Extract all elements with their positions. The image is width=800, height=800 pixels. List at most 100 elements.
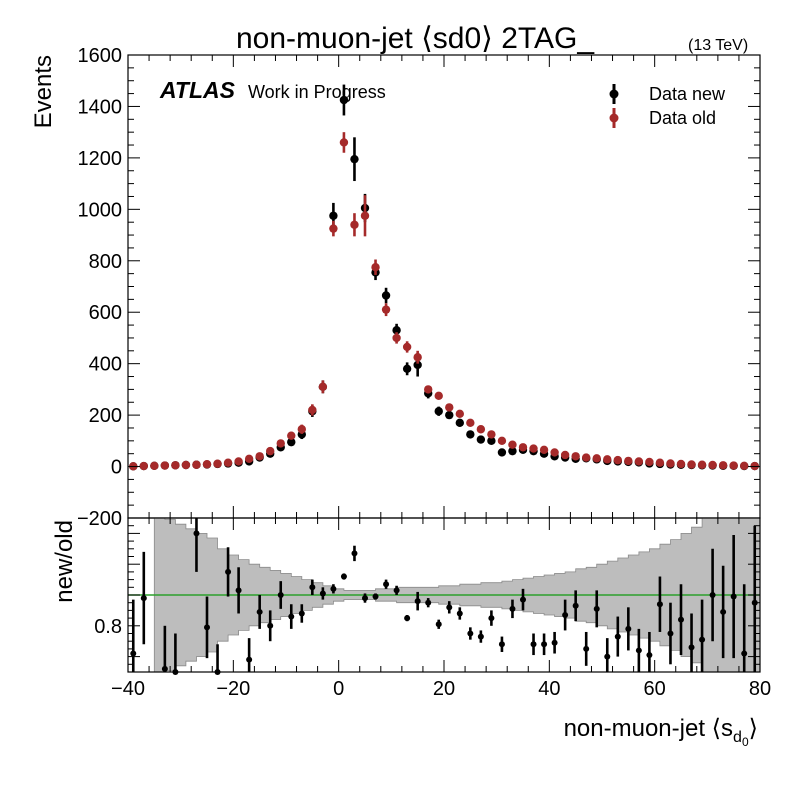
data-point-old xyxy=(329,224,338,233)
data-point-old xyxy=(729,461,738,470)
data-point-old xyxy=(360,211,370,220)
ratio-point xyxy=(267,622,274,629)
legend-entry-data-old: Data old xyxy=(609,108,716,128)
ratio-point xyxy=(277,592,284,598)
data-point-old xyxy=(592,454,601,463)
data-point-new xyxy=(339,95,349,105)
data-point-new xyxy=(508,446,517,456)
data-point-old xyxy=(171,461,180,470)
data-point-new xyxy=(434,407,443,416)
ratio-point xyxy=(309,584,316,591)
ratio-point xyxy=(414,598,421,605)
x-axis-label-main: non-muon-jet ⟨s xyxy=(564,715,733,742)
energy-label: (13 TeV) xyxy=(688,37,748,54)
x-tick-label: 40 xyxy=(538,678,560,700)
ratio-point xyxy=(340,573,347,580)
atlas-label: ATLAS xyxy=(159,77,236,103)
main-panel: 1600 1400 1200 1000 800 600 400 200 0 −200 xyxy=(77,45,761,530)
ratio-point xyxy=(614,633,621,640)
ratio-point xyxy=(498,641,505,648)
data-point-old xyxy=(350,220,359,229)
ratio-point xyxy=(130,650,137,657)
data-point-old xyxy=(613,455,622,465)
data-point-old xyxy=(666,459,675,468)
data-point-old xyxy=(497,436,507,446)
ratio-ticks: 0.8 −40 −20 0 20 40 60 80 xyxy=(94,517,771,700)
data-point-old xyxy=(402,342,412,352)
data-point-new xyxy=(455,418,464,428)
x-axis-label-subsub: 0 xyxy=(742,735,749,749)
ratio-point xyxy=(530,641,537,648)
data-point-old xyxy=(213,459,222,468)
data-point-old xyxy=(392,333,401,343)
ratio-point xyxy=(646,652,653,659)
data-point-old xyxy=(424,385,433,394)
ratio-point xyxy=(562,612,569,619)
x-tick-label: 20 xyxy=(433,678,455,700)
data-point-old xyxy=(655,458,665,467)
data-point-new xyxy=(287,437,296,447)
ratio-point xyxy=(404,615,411,622)
data-point-old xyxy=(466,418,475,428)
ratio-point xyxy=(688,644,695,651)
x-axis-label: non-muon-jet ⟨sd0⟩ xyxy=(564,715,758,749)
data-point-old xyxy=(750,461,759,471)
data-point-old xyxy=(150,461,159,470)
data-point-old xyxy=(676,459,686,469)
ratio-point xyxy=(635,647,642,654)
data-point-old xyxy=(413,353,422,362)
ratio-point xyxy=(720,608,727,615)
chart-title: non-muon-jet ⟨sd0⟩ 2TAG_ xyxy=(236,22,595,55)
ratio-point xyxy=(583,645,590,652)
x-axis-label-end: ⟩ xyxy=(749,715,758,742)
data-point-old xyxy=(287,431,296,440)
ratio-point xyxy=(730,593,737,600)
data-point-old xyxy=(276,439,285,448)
data-point-old xyxy=(297,425,306,434)
ratio-point xyxy=(699,636,706,643)
data-point-old xyxy=(371,263,380,272)
x-axis-label-sub: d xyxy=(733,729,742,746)
y-tick-label: 1200 xyxy=(78,148,123,170)
legend-label-new: Data new xyxy=(649,84,726,104)
ratio-point xyxy=(435,621,442,628)
ratio-point xyxy=(425,599,432,606)
atlas-sublabel: Work in Progress xyxy=(248,82,386,102)
data-point-new xyxy=(497,448,507,457)
ratio-point xyxy=(246,656,253,663)
ratio-point xyxy=(551,639,558,646)
data-point-old xyxy=(244,454,254,464)
x-tick-label: 0 xyxy=(333,678,344,700)
ratio-point xyxy=(467,630,474,637)
ratio-point xyxy=(520,596,526,603)
legend: Data new Data old xyxy=(609,84,726,128)
ratio-point xyxy=(225,568,232,575)
data-point-new xyxy=(487,436,496,446)
data-point-old xyxy=(339,138,349,147)
data-point-old xyxy=(434,391,443,401)
ratio-y-tick-label: 0.8 xyxy=(94,616,122,638)
ratio-point xyxy=(298,610,305,617)
data-point-old xyxy=(381,305,391,314)
ratio-point xyxy=(604,653,611,660)
data-point-old xyxy=(202,460,212,469)
ratio-point xyxy=(656,601,663,608)
data-point-old xyxy=(708,460,717,470)
data-point-old xyxy=(160,461,170,470)
data-point-new xyxy=(476,435,486,444)
ratio-point xyxy=(446,604,453,611)
data-point-old xyxy=(318,382,328,392)
ratio-point xyxy=(456,610,463,617)
data-point-old xyxy=(487,430,496,439)
data-point-new xyxy=(402,364,412,374)
y-tick-label: 600 xyxy=(89,302,122,324)
legend-marker-old xyxy=(609,113,619,123)
ratio-point xyxy=(572,602,579,609)
data-point-old xyxy=(266,446,275,456)
data-point-old xyxy=(571,452,580,461)
data-point-old xyxy=(139,461,148,471)
ratio-point xyxy=(593,605,600,612)
data-point-old xyxy=(518,443,528,452)
ratio-point xyxy=(161,665,168,672)
